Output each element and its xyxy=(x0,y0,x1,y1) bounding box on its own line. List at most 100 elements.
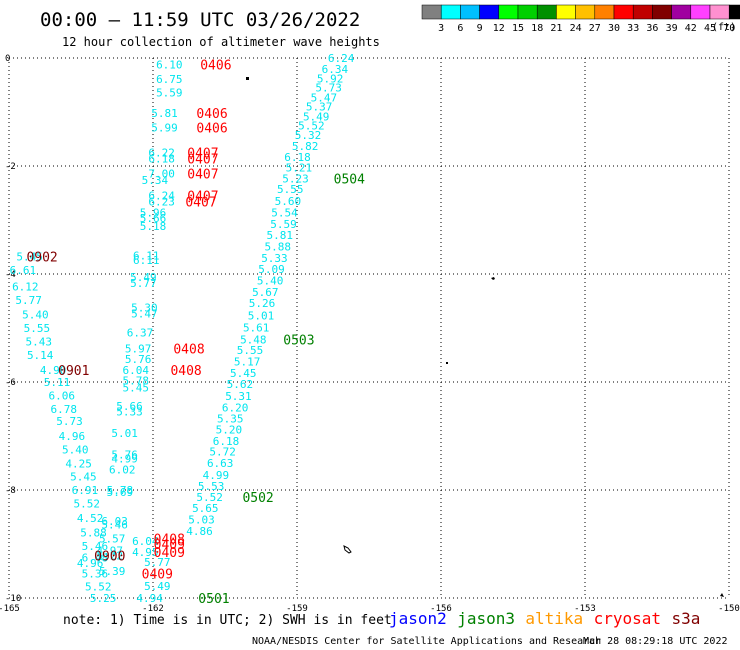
wave-height-label: 5.77 xyxy=(15,294,42,307)
wave-height-label: 6.18 xyxy=(213,435,240,448)
time-label: 0408 xyxy=(173,343,204,358)
wave-height-label: 4.99 xyxy=(203,469,230,482)
wave-height-label: 5.46 xyxy=(82,540,109,553)
wave-height-label: 6.18 xyxy=(148,152,175,165)
x-tick-label: -150 xyxy=(718,604,740,614)
wave-height-label: 5.20 xyxy=(216,424,243,437)
wave-height-label: 6.63 xyxy=(207,457,234,470)
footer-timestamp: Mar 28 08:29:18 UTC 2022 xyxy=(583,636,728,647)
y-tick-label: -6 xyxy=(5,378,16,388)
satellite-label: s3a xyxy=(672,609,701,628)
time-label: 0407 xyxy=(187,147,218,162)
wave-height-label: 6.37 xyxy=(127,326,154,339)
wave-height-label: 5.46 xyxy=(101,519,128,532)
wave-height-label: 4.95 xyxy=(132,546,159,559)
time-label: 0409 xyxy=(154,546,185,561)
wave-height-label: 5.92 xyxy=(317,73,344,86)
wave-height-label: 5.52 xyxy=(74,498,101,511)
color-scale-label: 30 xyxy=(608,23,620,34)
wave-height-label: 6.24 xyxy=(148,190,175,203)
x-tick-label: -159 xyxy=(286,604,308,614)
wave-height-label: 6.91 xyxy=(72,484,99,497)
wave-height-label: 6.04 xyxy=(132,535,159,548)
time-label: 0503 xyxy=(283,333,314,348)
chart-subtitle: 12 hour collection of altimeter wave hei… xyxy=(62,35,380,49)
wave-height-label: 6.12 xyxy=(12,280,39,293)
x-axis-ticks: -165 -162 -159 -156 -153 -150 xyxy=(0,604,740,614)
wave-height-label: 5.23 xyxy=(282,172,309,185)
wave-height-label: 5.45 xyxy=(122,381,149,394)
satellite-legend: jason2 jason3 altika cryosat s3a xyxy=(389,609,700,628)
time-label: 0900 xyxy=(94,549,125,564)
wave-height-label: 5.81 xyxy=(266,229,293,242)
coastline-islands xyxy=(246,77,724,597)
color-scale-label: 18 xyxy=(531,23,543,34)
time-label: 0407 xyxy=(187,168,218,183)
color-scale-label: 12 xyxy=(493,23,505,34)
satellite-label: jason2 xyxy=(389,609,447,628)
color-scale-label: 3 xyxy=(438,23,444,34)
island-marker xyxy=(446,362,448,364)
wave-height-label: 5.30 xyxy=(131,301,158,314)
y-tick-label: -4 xyxy=(5,270,16,280)
time-label: 0501 xyxy=(198,592,229,607)
footer-credit: NOAA/NESDIS Center for Satellite Applica… xyxy=(252,636,601,647)
x-tick-label: -156 xyxy=(430,604,452,614)
color-swatch xyxy=(613,4,634,20)
wave-height-label: 6.34 xyxy=(322,63,349,76)
wave-height-label: 6.02 xyxy=(109,463,136,476)
wave-height-label: 5.66 xyxy=(140,212,167,225)
wave-height-label: 5.77 xyxy=(144,556,171,569)
color-swatch xyxy=(594,4,615,20)
time-label: 0504 xyxy=(334,172,365,187)
wave-height-label: 5.49 xyxy=(144,580,171,593)
wave-height-label: 6.22 xyxy=(148,147,175,160)
x-tick-label: -165 xyxy=(0,604,20,614)
color-swatch xyxy=(709,4,730,20)
wave-height-label: 4.25 xyxy=(65,458,92,471)
color-scale-label: 27 xyxy=(589,23,601,34)
wave-height-label: 5.18 xyxy=(140,220,167,233)
color-swatch xyxy=(498,4,519,20)
island-marker xyxy=(246,77,249,80)
island-shape xyxy=(343,545,352,554)
wave-height-label: 4.86 xyxy=(186,525,213,538)
wave-height-label: 5.52 xyxy=(85,581,112,594)
time-labels: 0406040604060407040704070407040704080408… xyxy=(26,58,365,607)
wave-height-label: 5.45 xyxy=(230,367,257,380)
wave-height-label: 5.54 xyxy=(271,206,298,219)
time-label: 0502 xyxy=(242,491,273,506)
time-label: 0407 xyxy=(185,196,216,211)
wave-height-label: 5.39 xyxy=(99,565,126,578)
color-scale-label: 36 xyxy=(646,23,658,34)
data-labels: 6.106.755.595.815.996.226.187.005.346.24… xyxy=(10,52,355,605)
wave-height-label: 6.11 xyxy=(133,250,160,263)
color-scale-label: 21 xyxy=(550,23,562,34)
wave-height-label: 5.76 xyxy=(111,448,138,461)
wave-height-label: 5.11 xyxy=(44,376,71,389)
color-swatch xyxy=(479,4,500,20)
wave-height-label: 5.59 xyxy=(156,87,183,100)
wave-height-label: 5.66 xyxy=(116,400,143,413)
wave-height-label: 5.32 xyxy=(295,129,322,142)
wave-height-label: 5.45 xyxy=(70,471,97,484)
color-swatch xyxy=(671,4,692,20)
wave-height-label: 5.82 xyxy=(292,140,319,153)
wave-height-label: 5.97 xyxy=(125,343,152,356)
island-marker xyxy=(491,277,495,280)
wave-height-label: 5.01 xyxy=(111,427,138,440)
wave-height-label: 5.31 xyxy=(225,390,252,403)
wave-height-label: 5.40 xyxy=(257,274,284,287)
wave-height-label: 4.99 xyxy=(111,453,138,466)
color-scale-label: 39 xyxy=(666,23,678,34)
wave-height-label: 4.96 xyxy=(77,557,104,570)
satellite-label: altika xyxy=(525,609,583,628)
wave-height-label: 5.33 xyxy=(116,406,143,419)
time-label: 0901 xyxy=(58,364,89,379)
wave-height-label: 5.62 xyxy=(227,378,254,391)
color-swatch xyxy=(652,4,672,20)
wave-height-label: 5.65 xyxy=(192,502,219,515)
wave-height-label: 4.94 xyxy=(136,592,163,605)
wave-height-label: 5.49 xyxy=(130,271,157,284)
